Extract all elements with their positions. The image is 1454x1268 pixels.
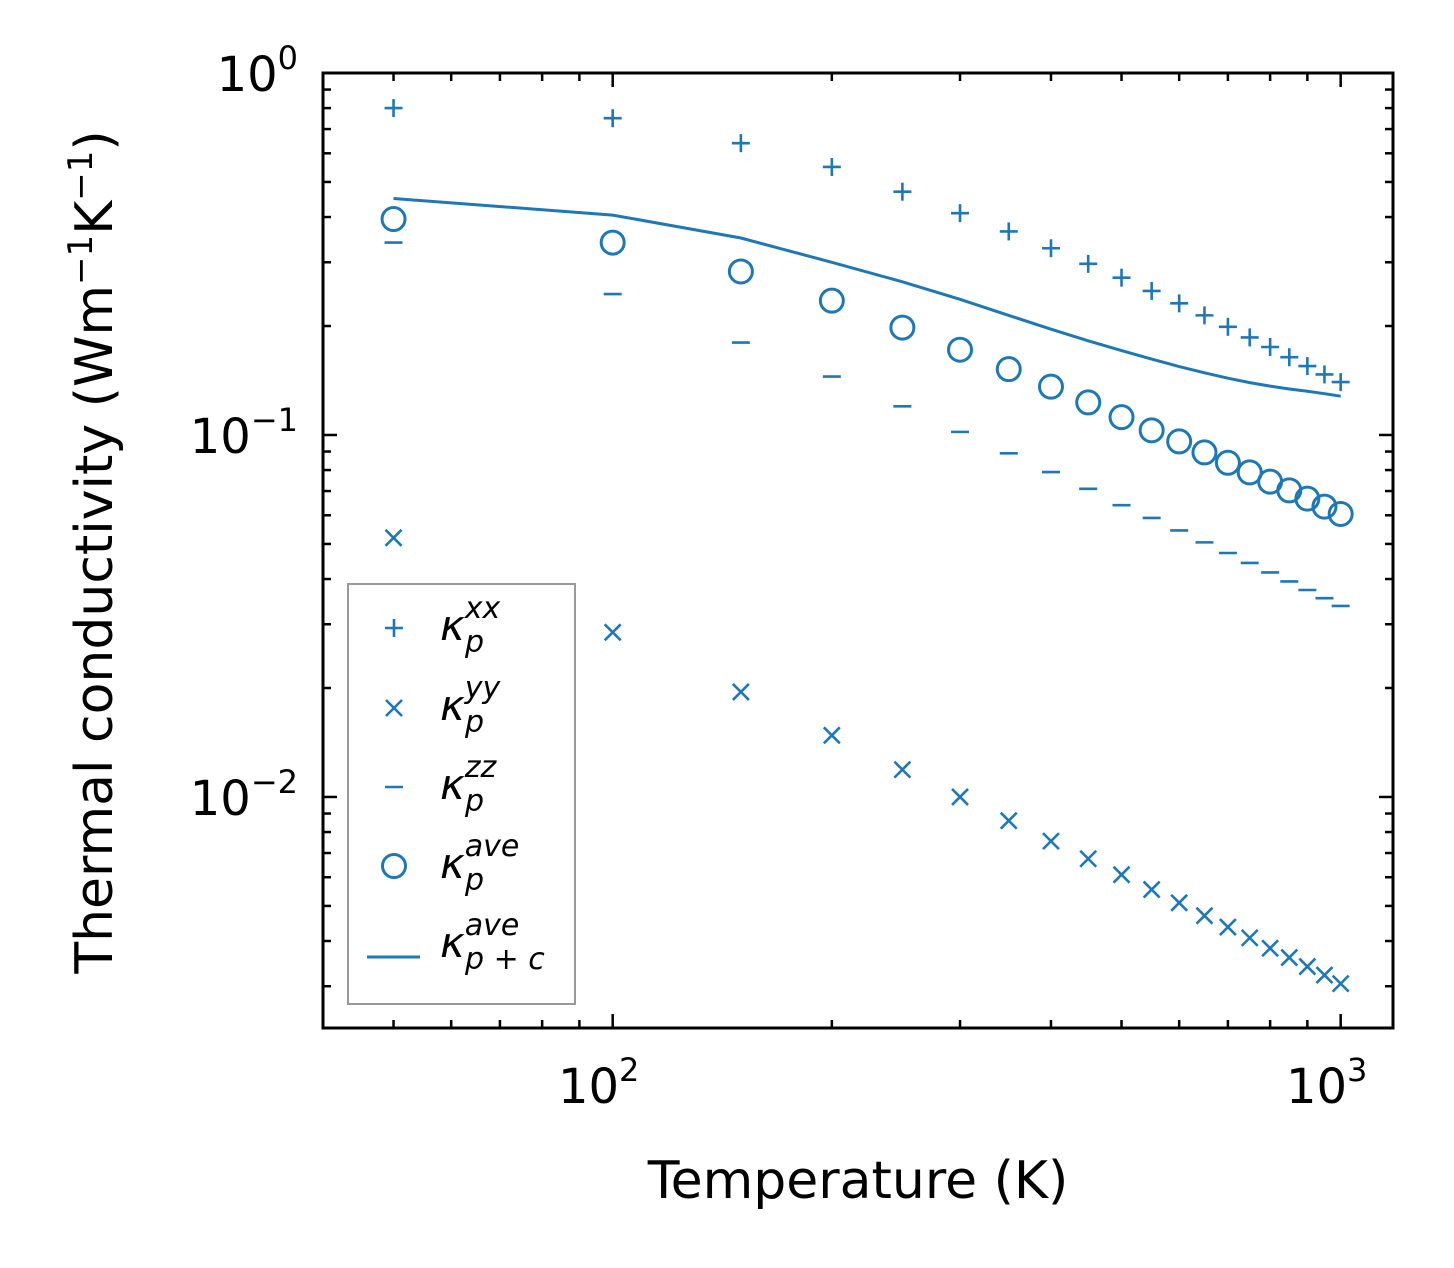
point-kxx: [951, 204, 970, 223]
point-kxx: [1112, 268, 1131, 287]
point-kyy: [384, 528, 403, 547]
point-kyy: [1042, 832, 1060, 851]
point-kxx: [1041, 239, 1060, 258]
point-kyy: [1170, 893, 1189, 912]
legend-label: κyy p: [440, 671, 502, 740]
point-kyy: [951, 788, 969, 806]
legend-label: κzz p: [440, 750, 498, 819]
point-kxx: [1170, 294, 1189, 313]
point-kave: [1327, 500, 1354, 527]
x-tick-label: 103: [1286, 1051, 1367, 1115]
series-line-kave_pc: [393, 197, 1341, 398]
legend-swatch: [381, 853, 407, 879]
point-kxx: [603, 109, 622, 128]
legend-item-kave_pc: κave p + c: [367, 908, 545, 977]
point-kave: [1108, 404, 1135, 431]
point-kxx: [1331, 373, 1350, 392]
point-kyy: [1142, 880, 1161, 899]
point-kxx: [1280, 348, 1299, 367]
point-kyy: [731, 683, 750, 701]
point-kxx: [1142, 281, 1161, 300]
point-kave: [1311, 493, 1338, 520]
point-kyy: [822, 726, 841, 745]
point-kyy: [999, 811, 1018, 830]
tick-labels: 102 103 10−2 10−1 100: [190, 39, 1368, 1115]
point-kave: [1075, 389, 1102, 416]
y-axis-label-close: ): [65, 130, 125, 150]
point-kxx: [1315, 365, 1334, 384]
point-kave: [1166, 428, 1193, 455]
point-kave: [947, 336, 974, 363]
point-kyy: [893, 760, 912, 779]
point-kave: [380, 206, 407, 233]
legend-label: κave p: [440, 829, 519, 898]
point-kyy: [1218, 918, 1237, 937]
point-kyy: [603, 623, 622, 642]
point-kxx: [999, 222, 1018, 241]
point-kave: [727, 258, 754, 285]
legend-swatch: [385, 699, 403, 717]
point-kyy: [1298, 957, 1317, 976]
legend-item-kzz: κzz p: [385, 750, 498, 819]
x-axis-label: Temperature (K): [647, 1151, 1069, 1211]
point-kave: [1037, 373, 1064, 400]
point-kxx: [1079, 254, 1098, 273]
point-kyy: [1261, 939, 1280, 958]
point-kave: [889, 314, 916, 341]
legend-item-kxx: κxx p: [385, 591, 501, 660]
point-kave: [995, 356, 1022, 383]
point-kxx: [1298, 357, 1317, 376]
data-marks: [380, 99, 1354, 993]
x-tick-label: 102: [558, 1051, 639, 1115]
y-axis-label-part1: Thermal conductivity (Wm: [65, 285, 125, 975]
point-kxx: [1195, 306, 1214, 325]
legend-label: κave p + c: [440, 908, 545, 977]
y-tick-label: 10−2: [190, 763, 298, 827]
point-kyy: [1331, 974, 1350, 993]
point-kxx: [893, 182, 912, 201]
point-kyy: [1079, 849, 1098, 868]
point-kave: [1214, 449, 1241, 476]
y-axis-label-unit2: K: [65, 199, 125, 235]
legend-item-kyy: κyy p: [385, 671, 502, 740]
point-kyy: [1195, 906, 1214, 925]
legend-label: κxx p: [440, 591, 501, 660]
legend-swatch: [385, 619, 403, 637]
axis-ticks: [321, 71, 1393, 1028]
point-kxx: [822, 157, 841, 176]
point-kyy: [1315, 966, 1334, 985]
legend-box: [347, 583, 576, 1005]
point-kave: [599, 229, 626, 256]
y-axis-label-exp2: −1: [61, 151, 101, 201]
y-tick-label: 10−1: [190, 401, 298, 465]
y-tick-label: 100: [217, 39, 298, 103]
point-kyy: [1280, 948, 1299, 967]
point-kave: [1191, 439, 1218, 466]
y-axis-label-exp1: −1: [61, 235, 101, 285]
legend-item-kave: κave p: [381, 829, 519, 898]
point-kxx: [384, 99, 403, 118]
point-kave: [1294, 485, 1321, 512]
point-kave: [1138, 417, 1165, 444]
point-kxx: [1218, 317, 1237, 336]
point-kyy: [1112, 865, 1131, 884]
plot-frame: [321, 71, 1395, 1030]
legend: κxx p κyy p κzz p κave p κave p + c: [347, 583, 576, 1005]
y-axis-label: Thermal conductivity (Wm−1K−1): [61, 130, 125, 974]
point-kxx: [731, 134, 750, 153]
point-kxx: [1240, 328, 1259, 347]
point-kave: [818, 287, 845, 314]
point-kxx: [1261, 338, 1280, 357]
point-kyy: [1240, 928, 1259, 947]
